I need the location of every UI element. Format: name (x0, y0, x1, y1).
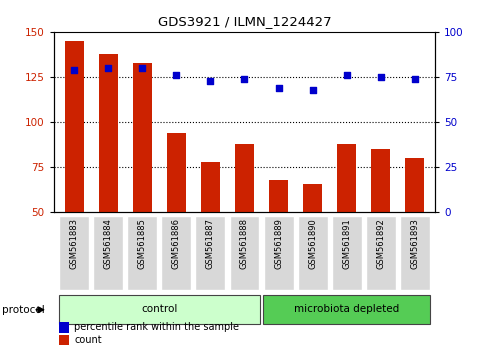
Text: count: count (74, 335, 102, 345)
Bar (268, 180, 287, 303)
FancyBboxPatch shape (399, 216, 429, 290)
FancyBboxPatch shape (331, 216, 361, 290)
FancyBboxPatch shape (59, 216, 89, 290)
Text: protocol: protocol (2, 305, 45, 315)
Text: GSM561883: GSM561883 (70, 218, 79, 269)
Bar (201, 162, 220, 303)
FancyBboxPatch shape (365, 216, 395, 290)
Point (376, 74, 384, 80)
Bar (303, 183, 321, 303)
Point (274, 85, 282, 91)
Text: GSM561884: GSM561884 (103, 218, 113, 269)
Bar (337, 144, 355, 303)
Bar (370, 149, 389, 303)
FancyBboxPatch shape (297, 216, 327, 290)
Point (410, 76, 418, 82)
Text: GSM561891: GSM561891 (342, 218, 350, 269)
Point (308, 87, 316, 92)
Text: GSM561893: GSM561893 (409, 218, 418, 269)
FancyBboxPatch shape (127, 216, 157, 290)
FancyBboxPatch shape (93, 216, 123, 290)
Point (240, 76, 248, 82)
FancyBboxPatch shape (161, 216, 191, 290)
Bar (99, 53, 118, 303)
Text: GSM561885: GSM561885 (138, 218, 146, 269)
Text: control: control (141, 304, 177, 314)
FancyBboxPatch shape (229, 216, 259, 290)
Point (342, 72, 350, 78)
Text: GSM561889: GSM561889 (273, 218, 283, 269)
FancyBboxPatch shape (263, 295, 429, 324)
Point (104, 65, 112, 71)
Bar (405, 158, 423, 303)
Bar (167, 133, 185, 303)
Text: percentile rank within the sample: percentile rank within the sample (74, 322, 239, 332)
FancyBboxPatch shape (195, 216, 225, 290)
Title: GDS3921 / ILMN_1224427: GDS3921 / ILMN_1224427 (157, 15, 331, 28)
Point (70, 67, 78, 73)
Bar (65, 41, 83, 303)
FancyBboxPatch shape (263, 216, 293, 290)
FancyBboxPatch shape (59, 295, 259, 324)
Text: microbiota depleted: microbiota depleted (293, 304, 399, 314)
Text: GSM561887: GSM561887 (205, 218, 215, 269)
Text: GSM561888: GSM561888 (240, 218, 248, 269)
Bar (235, 144, 253, 303)
Point (206, 78, 214, 84)
Point (138, 65, 146, 71)
Point (172, 72, 180, 78)
Text: GSM561890: GSM561890 (307, 218, 316, 269)
Bar (133, 63, 151, 303)
Text: GSM561886: GSM561886 (172, 218, 181, 269)
Text: GSM561892: GSM561892 (375, 218, 385, 269)
